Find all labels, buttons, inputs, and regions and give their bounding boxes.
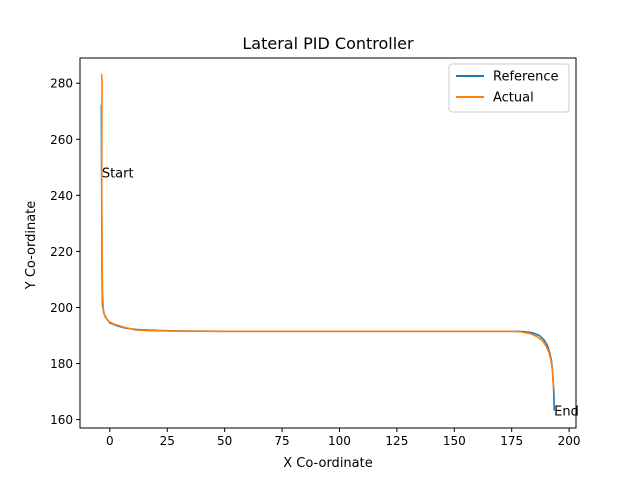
axes: 0 25 50 75 100 125 150 175 200 160 180 200 220 240 260… [50,57,581,448]
x-tick-label: 0 [106,434,114,448]
x-tick-label: 100 [328,434,351,448]
y-tick-label: 260 [50,133,73,147]
plot-lines [100,73,556,411]
x-tick-label: 150 [443,434,466,448]
x-tick-label: 75 [274,434,289,448]
y-tick-label: 220 [50,245,73,259]
legend-label-reference: Reference [493,70,558,85]
plot-frame [79,57,577,429]
y-tick-label: 160 [50,413,73,427]
x-tick-label: 25 [160,434,175,448]
x-tick-label: 175 [500,434,523,448]
annotation-end: End [554,405,579,420]
x-tick-label: 200 [558,434,581,448]
x-axis-label: X Co-ordinate [283,456,372,471]
annotation-start: Start [102,166,134,181]
legend: Reference Actual [448,63,570,113]
legend-label-actual: Actual [493,91,534,106]
annotations: Start End [102,166,579,419]
y-tick-label: 180 [50,357,73,371]
y-tick-label: 280 [50,77,73,91]
x-tick-label: 50 [217,434,232,448]
y-tick-label: 240 [50,189,73,203]
y-axis-label: Y Co-ordinate [24,201,39,291]
y-tick-label: 200 [50,301,73,315]
x-tick-label: 125 [385,434,408,448]
series-line-actual [100,73,555,390]
chart-title: Lateral PID Controller [242,34,414,53]
